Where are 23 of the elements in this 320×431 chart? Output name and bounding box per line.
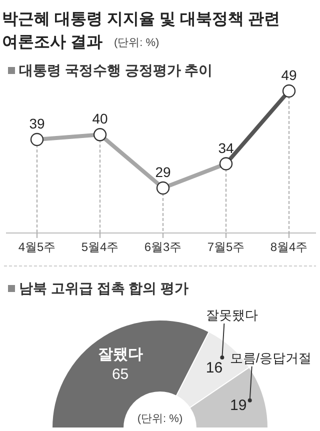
- data-label: 40: [92, 110, 108, 127]
- x-tick-label: 4월5주: [18, 240, 56, 254]
- chart-title: 대통령 국정수행 긍정평가 추이: [19, 62, 213, 78]
- slice-label: 모름/응답거절: [230, 350, 312, 366]
- data-label: 39: [29, 116, 45, 132]
- data-label: 65: [112, 366, 129, 384]
- x-tick-label: 7월5주: [207, 240, 245, 254]
- data-label: 34: [218, 140, 234, 156]
- data-label: 49: [281, 67, 297, 83]
- x-tick-label: 6월3주: [144, 240, 182, 254]
- data-label: 29: [155, 164, 171, 180]
- x-tick-label: 5월4주: [81, 240, 119, 254]
- slice-label: 잘됐다: [98, 346, 143, 364]
- text: (단위: %): [114, 37, 160, 49]
- data-label: 16: [206, 359, 223, 376]
- chart-title: 남북 고위급 접촉 합의 평가: [19, 280, 189, 296]
- text: 여론조사 결과: [2, 34, 102, 51]
- text: (단위: %): [137, 413, 183, 425]
- data-label: 19: [230, 396, 247, 414]
- slice-label: 잘못됐다: [206, 307, 258, 322]
- x-tick-label: 8월4주: [270, 240, 308, 254]
- text: 박근혜 대통령 지지율 및 대북정책 관련: [2, 11, 280, 28]
- point: [282, 84, 296, 98]
